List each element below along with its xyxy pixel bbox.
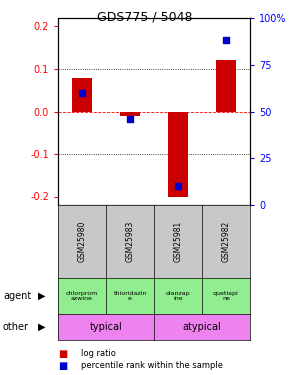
- Text: percentile rank within the sample: percentile rank within the sample: [81, 362, 223, 370]
- Text: olanzap
ine: olanzap ine: [166, 291, 190, 302]
- Text: thioridazin
e: thioridazin e: [113, 291, 147, 302]
- Text: typical: typical: [90, 322, 122, 332]
- Text: ▶: ▶: [38, 322, 45, 332]
- Point: [176, 183, 180, 189]
- Point: [224, 38, 228, 44]
- Text: GSM25980: GSM25980: [77, 221, 86, 262]
- Text: other: other: [3, 322, 29, 332]
- Text: agent: agent: [3, 291, 31, 301]
- Bar: [72, 78, 92, 111]
- Text: GSM25983: GSM25983: [126, 221, 135, 262]
- Text: ■: ■: [58, 361, 67, 371]
- Text: log ratio: log ratio: [81, 350, 116, 358]
- Bar: [120, 111, 139, 116]
- Text: ■: ■: [58, 349, 67, 359]
- Text: quetiapi
ne: quetiapi ne: [213, 291, 239, 302]
- Point: [128, 116, 132, 122]
- Text: atypical: atypical: [183, 322, 221, 332]
- Bar: [216, 60, 235, 111]
- Point: [80, 90, 84, 96]
- Bar: [168, 111, 188, 196]
- Text: chlorprom
azwine: chlorprom azwine: [66, 291, 98, 302]
- Text: ▶: ▶: [38, 291, 45, 301]
- Text: GSM25982: GSM25982: [222, 221, 231, 262]
- Text: GDS775 / 5048: GDS775 / 5048: [97, 10, 193, 23]
- Text: GSM25981: GSM25981: [173, 221, 182, 262]
